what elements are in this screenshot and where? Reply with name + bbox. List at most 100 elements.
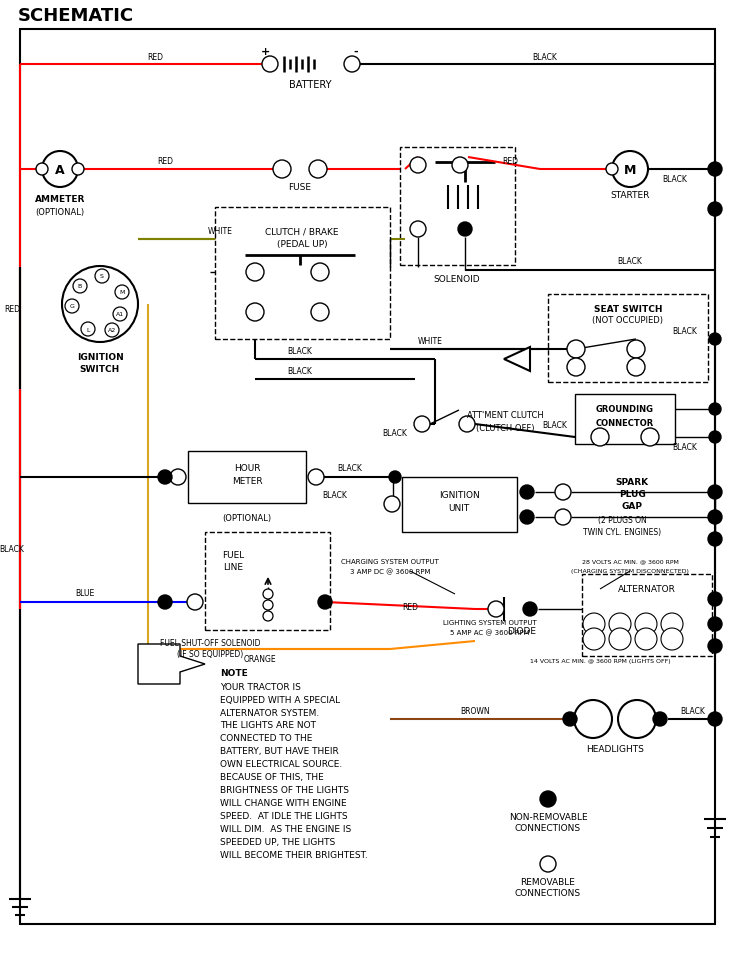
Text: BLACK: BLACK	[533, 52, 557, 61]
Text: BLACK: BLACK	[322, 491, 347, 500]
Text: CONNECTIONS: CONNECTIONS	[515, 889, 581, 897]
Text: (CLUTCH OFF): (CLUTCH OFF)	[475, 424, 534, 433]
Text: (PEDAL UP): (PEDAL UP)	[277, 240, 328, 249]
Circle shape	[653, 712, 667, 726]
Text: REMOVABLE: REMOVABLE	[520, 878, 576, 887]
Circle shape	[708, 712, 722, 726]
Text: ATT'MENT CLUTCH: ATT'MENT CLUTCH	[467, 411, 543, 421]
Circle shape	[170, 470, 186, 485]
Circle shape	[318, 595, 332, 610]
Circle shape	[709, 333, 721, 346]
Bar	[582, 575, 712, 656]
Circle shape	[641, 428, 659, 447]
Text: CHARGING SYSTEM OUTPUT: CHARGING SYSTEM OUTPUT	[341, 558, 439, 564]
Text: A: A	[55, 164, 65, 176]
Circle shape	[263, 589, 273, 600]
Text: B: B	[78, 284, 82, 289]
Text: (OPTIONAL): (OPTIONAL)	[222, 513, 272, 522]
Circle shape	[344, 57, 360, 73]
Circle shape	[708, 640, 722, 653]
Circle shape	[661, 613, 683, 636]
Circle shape	[158, 595, 172, 610]
Circle shape	[458, 223, 472, 236]
Text: A2: A2	[108, 328, 116, 333]
Circle shape	[709, 403, 721, 416]
Circle shape	[635, 613, 657, 636]
Circle shape	[113, 308, 127, 322]
Text: A1: A1	[116, 312, 124, 317]
Circle shape	[520, 511, 534, 524]
Text: (IF SO EQUIPPED): (IF SO EQUIPPED)	[177, 650, 243, 659]
Text: BLACK: BLACK	[673, 327, 698, 335]
Circle shape	[540, 791, 556, 807]
Circle shape	[606, 164, 618, 175]
Text: BLACK: BLACK	[662, 174, 687, 183]
Text: ALTERNATOR: ALTERNATOR	[618, 585, 676, 594]
Text: BLACK: BLACK	[673, 442, 698, 451]
Text: G: G	[70, 304, 74, 309]
Bar	[188, 452, 306, 504]
Bar	[548, 295, 708, 383]
Text: WILL DIM.  AS THE ENGINE IS: WILL DIM. AS THE ENGINE IS	[220, 825, 351, 833]
Circle shape	[65, 299, 79, 314]
Text: 14 VOLTS AC MIN. @ 3600 RPM (LIGHTS OFF): 14 VOLTS AC MIN. @ 3600 RPM (LIGHTS OFF)	[530, 659, 670, 664]
Text: LIGHTING SYSTEM OUTPUT: LIGHTING SYSTEM OUTPUT	[443, 619, 537, 625]
Text: CONNECTIONS: CONNECTIONS	[515, 824, 581, 832]
Text: ORANGE: ORANGE	[244, 655, 276, 664]
Circle shape	[708, 163, 722, 176]
Circle shape	[389, 472, 401, 484]
Circle shape	[273, 161, 291, 179]
Text: 3 AMP DC @ 3600 RPM: 3 AMP DC @ 3600 RPM	[350, 568, 431, 575]
Text: THE LIGHTS ARE NOT: THE LIGHTS ARE NOT	[220, 721, 316, 730]
Text: (CHARGING SYSTEM DISCONNECTED): (CHARGING SYSTEM DISCONNECTED)	[571, 569, 689, 574]
Circle shape	[384, 496, 400, 513]
Text: CLUTCH / BRAKE: CLUTCH / BRAKE	[265, 228, 339, 236]
Circle shape	[73, 280, 87, 294]
Text: GAP: GAP	[621, 502, 643, 511]
Text: BLACK: BLACK	[338, 464, 362, 473]
Circle shape	[627, 341, 645, 359]
Circle shape	[263, 601, 273, 610]
Text: 28 VOLTS AC MIN. @ 3600 RPM: 28 VOLTS AC MIN. @ 3600 RPM	[581, 559, 679, 564]
Text: (NOT OCCUPIED): (NOT OCCUPIED)	[592, 316, 663, 326]
Circle shape	[95, 269, 109, 284]
Circle shape	[62, 266, 138, 343]
Text: L: L	[86, 328, 90, 332]
Text: BATTERY: BATTERY	[289, 79, 331, 90]
Bar	[575, 394, 675, 445]
Text: BLACK: BLACK	[618, 257, 643, 266]
Circle shape	[520, 485, 534, 499]
Circle shape	[410, 222, 426, 237]
Circle shape	[523, 603, 537, 616]
Circle shape	[308, 470, 324, 485]
Circle shape	[187, 594, 203, 610]
Polygon shape	[504, 348, 530, 372]
Circle shape	[609, 628, 631, 650]
Text: BLACK: BLACK	[542, 421, 567, 429]
Circle shape	[627, 359, 645, 377]
Text: EQUIPPED WITH A SPECIAL: EQUIPPED WITH A SPECIAL	[220, 695, 340, 703]
Text: IGNITION: IGNITION	[77, 352, 124, 361]
Circle shape	[262, 57, 278, 73]
Text: BLACK: BLACK	[681, 705, 705, 715]
Text: WHITE: WHITE	[208, 228, 233, 236]
Circle shape	[459, 417, 475, 432]
Text: BLACK: BLACK	[0, 545, 24, 554]
Text: YOUR TRACTOR IS: YOUR TRACTOR IS	[220, 682, 301, 691]
Text: BLACK: BLACK	[383, 428, 408, 437]
Circle shape	[311, 303, 329, 322]
Circle shape	[612, 152, 648, 188]
Circle shape	[246, 264, 264, 282]
Text: STARTER: STARTER	[610, 191, 650, 201]
Text: FUSE: FUSE	[289, 183, 311, 192]
Bar	[402, 478, 517, 532]
Text: HOUR: HOUR	[234, 464, 261, 473]
Circle shape	[263, 611, 273, 621]
Text: BLUE: BLUE	[75, 589, 95, 598]
Circle shape	[574, 701, 612, 738]
Circle shape	[708, 592, 722, 607]
Text: IGNITION: IGNITION	[439, 491, 479, 500]
Text: RED: RED	[157, 156, 173, 166]
Circle shape	[708, 203, 722, 217]
Circle shape	[708, 511, 722, 524]
